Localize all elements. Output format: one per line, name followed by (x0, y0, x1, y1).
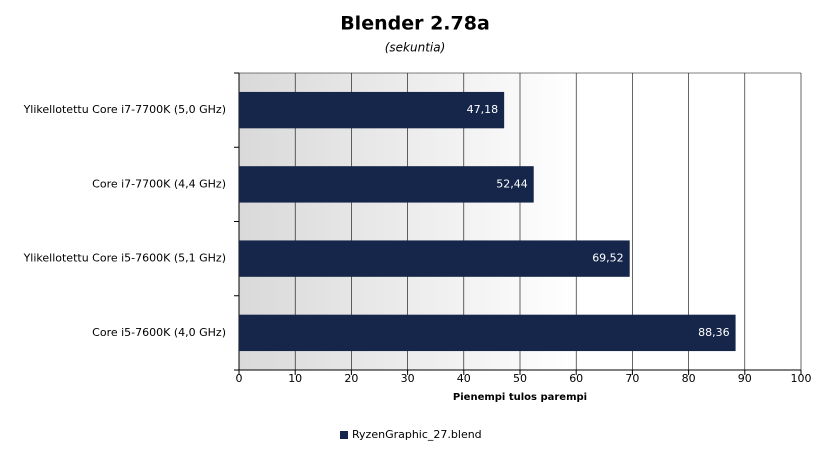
legend-label: RyzenGraphic_27.blend (352, 428, 482, 441)
x-tick-label: 40 (457, 372, 471, 385)
bar (239, 91, 505, 129)
x-tick-label: 60 (569, 372, 583, 385)
legend-swatch (340, 431, 348, 439)
y-tick-label: Ylikellotettu Core i7-7700K (5,0 GHz) (23, 103, 226, 116)
x-tick-label: 90 (738, 372, 752, 385)
x-tick-label: 100 (791, 372, 812, 385)
x-tick-label: 80 (682, 372, 696, 385)
y-tick-label: Ylikellotettu Core i5-7600K (5,1 GHz) (23, 252, 226, 265)
chart-subtitle: (sekuntia) (385, 41, 446, 55)
value-label: 47,18 (467, 103, 499, 116)
x-tick-label: 0 (236, 372, 243, 385)
bar (239, 240, 630, 277)
y-tick-label: Core i7-7700K (4,4 GHz) (92, 177, 226, 190)
value-label: 69,52 (592, 252, 624, 265)
x-tick-label: 70 (625, 372, 639, 385)
x-axis-label: Pienempi tulos parempi (453, 392, 587, 403)
x-tick-label: 30 (401, 372, 415, 385)
x-tick-label: 10 (288, 372, 302, 385)
x-tick-label: 50 (513, 372, 527, 385)
y-tick-label: Core i5-7600K (4,0 GHz) (92, 326, 226, 339)
value-label: 52,44 (496, 177, 528, 190)
bar (239, 314, 736, 352)
chart-title: Blender 2.78a (340, 13, 490, 35)
bar (239, 166, 534, 203)
value-label: 88,36 (698, 326, 730, 339)
x-tick-label: 20 (344, 372, 358, 385)
